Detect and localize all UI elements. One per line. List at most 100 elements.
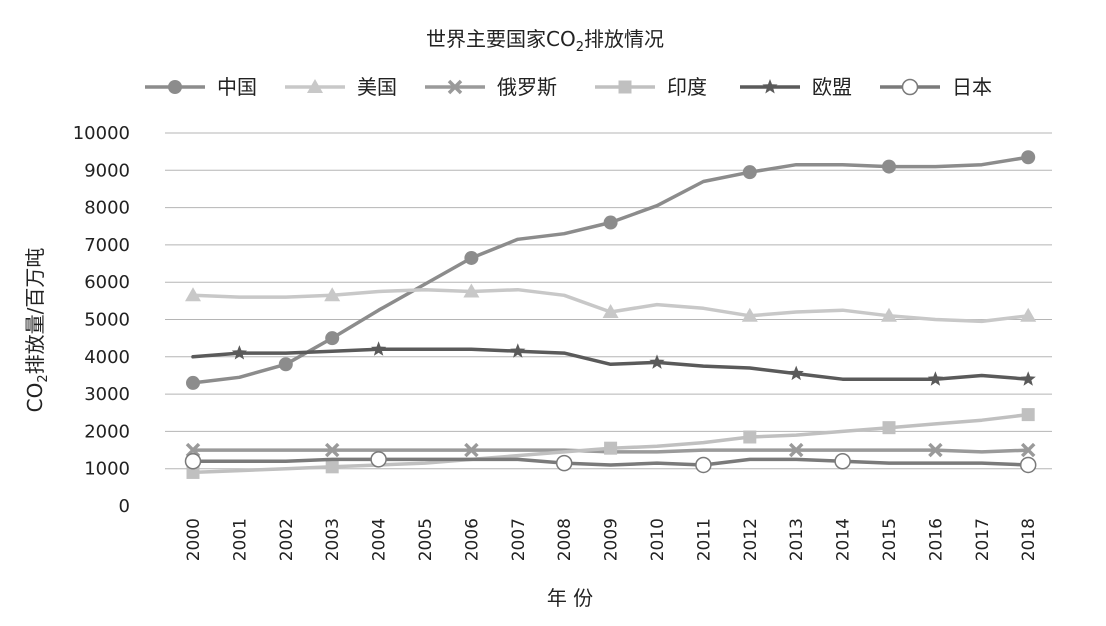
series-6 [184, 451, 1037, 474]
y-tick-label: 1000 [84, 459, 130, 480]
x-tick-label: 2012 [741, 518, 761, 561]
data-point-marker [231, 345, 247, 360]
y-axis-title: CO2排放量/百万吨 [23, 248, 51, 413]
data-point-marker [741, 307, 758, 322]
x-tick-label: 2011 [694, 518, 714, 561]
data-point-marker [371, 341, 387, 356]
gridlines [165, 132, 1052, 470]
data-point-marker [464, 250, 479, 265]
data-point-marker [555, 454, 573, 472]
x-tick-label: 2001 [230, 518, 250, 561]
series-2 [185, 283, 1037, 324]
legend-item: 俄罗斯 [425, 75, 557, 99]
series-1 [186, 150, 1036, 390]
data-point-marker [882, 159, 896, 174]
legend-label: 日本 [952, 75, 992, 99]
x-tick-label: 2007 [509, 518, 529, 561]
chart-title-subscript: 2 [576, 40, 584, 55]
legend-label: 印度 [667, 75, 707, 99]
y-tick-label: 4000 [84, 347, 130, 368]
data-point-marker [603, 215, 618, 230]
y-tick-label: 2000 [84, 421, 130, 442]
data-point-marker [743, 430, 757, 444]
chart-title-prefix: 世界主要国家CO [426, 27, 576, 51]
x-tick-label: 2013 [787, 518, 807, 561]
data-point-marker [370, 451, 387, 468]
y-tick-label: 0 [119, 496, 130, 517]
chart-title-suffix: 排放情况 [584, 27, 664, 51]
data-point-marker [1020, 371, 1036, 386]
legend: 中国 美国 俄罗斯 印度 欧盟 日本 [145, 75, 992, 99]
data-point-marker [788, 442, 804, 458]
data-point-marker [742, 165, 757, 180]
series-line [191, 347, 1030, 381]
data-point-marker [695, 456, 712, 474]
data-point-marker [278, 357, 293, 372]
legend-label: 美国 [357, 75, 397, 99]
x-axis-ticks: 2000 2001 2002 2003 2004 2005 2006 2007 2008 2009… [184, 518, 1039, 561]
y-axis-title-prefix: CO [23, 383, 47, 413]
x-tick-label: 2006 [462, 518, 482, 561]
data-point-marker [788, 365, 804, 381]
y-tick-label: 10000 [73, 123, 130, 144]
data-point-marker [604, 441, 618, 455]
data-point-marker [185, 287, 201, 302]
y-tick-label: 3000 [84, 384, 130, 405]
legend-marker [447, 79, 463, 95]
x-tick-label: 2010 [648, 518, 668, 561]
x-tick-label: 2009 [602, 518, 622, 561]
legend-item: 印度 [595, 75, 707, 99]
legend-item: 日本 [880, 75, 992, 99]
x-tick-label: 2005 [416, 518, 436, 561]
data-point-marker [186, 375, 200, 390]
data-point-marker [463, 283, 480, 298]
data-point-marker [184, 452, 202, 470]
x-tick-label: 2004 [370, 518, 390, 561]
x-tick-label: 2002 [277, 518, 297, 561]
y-tick-label: 6000 [84, 272, 130, 293]
chart-title: 世界主要国家CO2排放情况 [426, 27, 664, 55]
legend-label: 中国 [217, 75, 257, 99]
data-point-marker [1021, 150, 1036, 165]
y-axis-title-suffix: 排放量/百万吨 [23, 248, 47, 375]
data-point-marker [602, 304, 619, 319]
data-point-marker [324, 442, 340, 458]
legend-marker [762, 79, 778, 94]
legend-marker [901, 78, 919, 96]
x-tick-label: 2018 [1019, 518, 1039, 561]
series-line [191, 457, 1030, 467]
data-point-marker [649, 354, 665, 369]
y-tick-label: 7000 [84, 235, 130, 256]
data-point-marker [1020, 307, 1037, 322]
x-tick-label: 2008 [555, 518, 575, 561]
data-point-marker [325, 331, 340, 346]
x-tick-label: 2017 [973, 518, 993, 561]
data-point-marker [186, 465, 200, 479]
legend-label: 俄罗斯 [497, 75, 557, 99]
data-point-marker [1019, 456, 1037, 474]
legend-marker [168, 80, 182, 94]
data-point-marker [464, 442, 479, 458]
y-tick-label: 8000 [84, 198, 130, 219]
legend-marker [618, 80, 632, 94]
x-tick-label: 2016 [926, 518, 946, 561]
data-point-marker [927, 371, 943, 386]
data-point-marker [324, 287, 341, 302]
data-point-marker [1021, 408, 1035, 422]
legend-item: 美国 [285, 75, 397, 99]
x-tick-label: 2000 [184, 518, 204, 561]
x-tick-label: 2014 [834, 518, 854, 561]
data-point-marker [510, 343, 526, 358]
legend-marker [307, 79, 323, 93]
series-line [191, 155, 1030, 385]
y-axis-title-subscript: 2 [36, 374, 51, 382]
legend-item: 欧盟 [740, 75, 852, 99]
x-axis-title: 年 份 [547, 586, 593, 610]
data-point-marker [1020, 442, 1036, 458]
legend-item: 中国 [145, 75, 257, 99]
x-tick-label: 2003 [323, 518, 343, 561]
series-5 [191, 341, 1036, 386]
data-point-marker [928, 442, 943, 458]
data-point-marker [325, 460, 339, 474]
